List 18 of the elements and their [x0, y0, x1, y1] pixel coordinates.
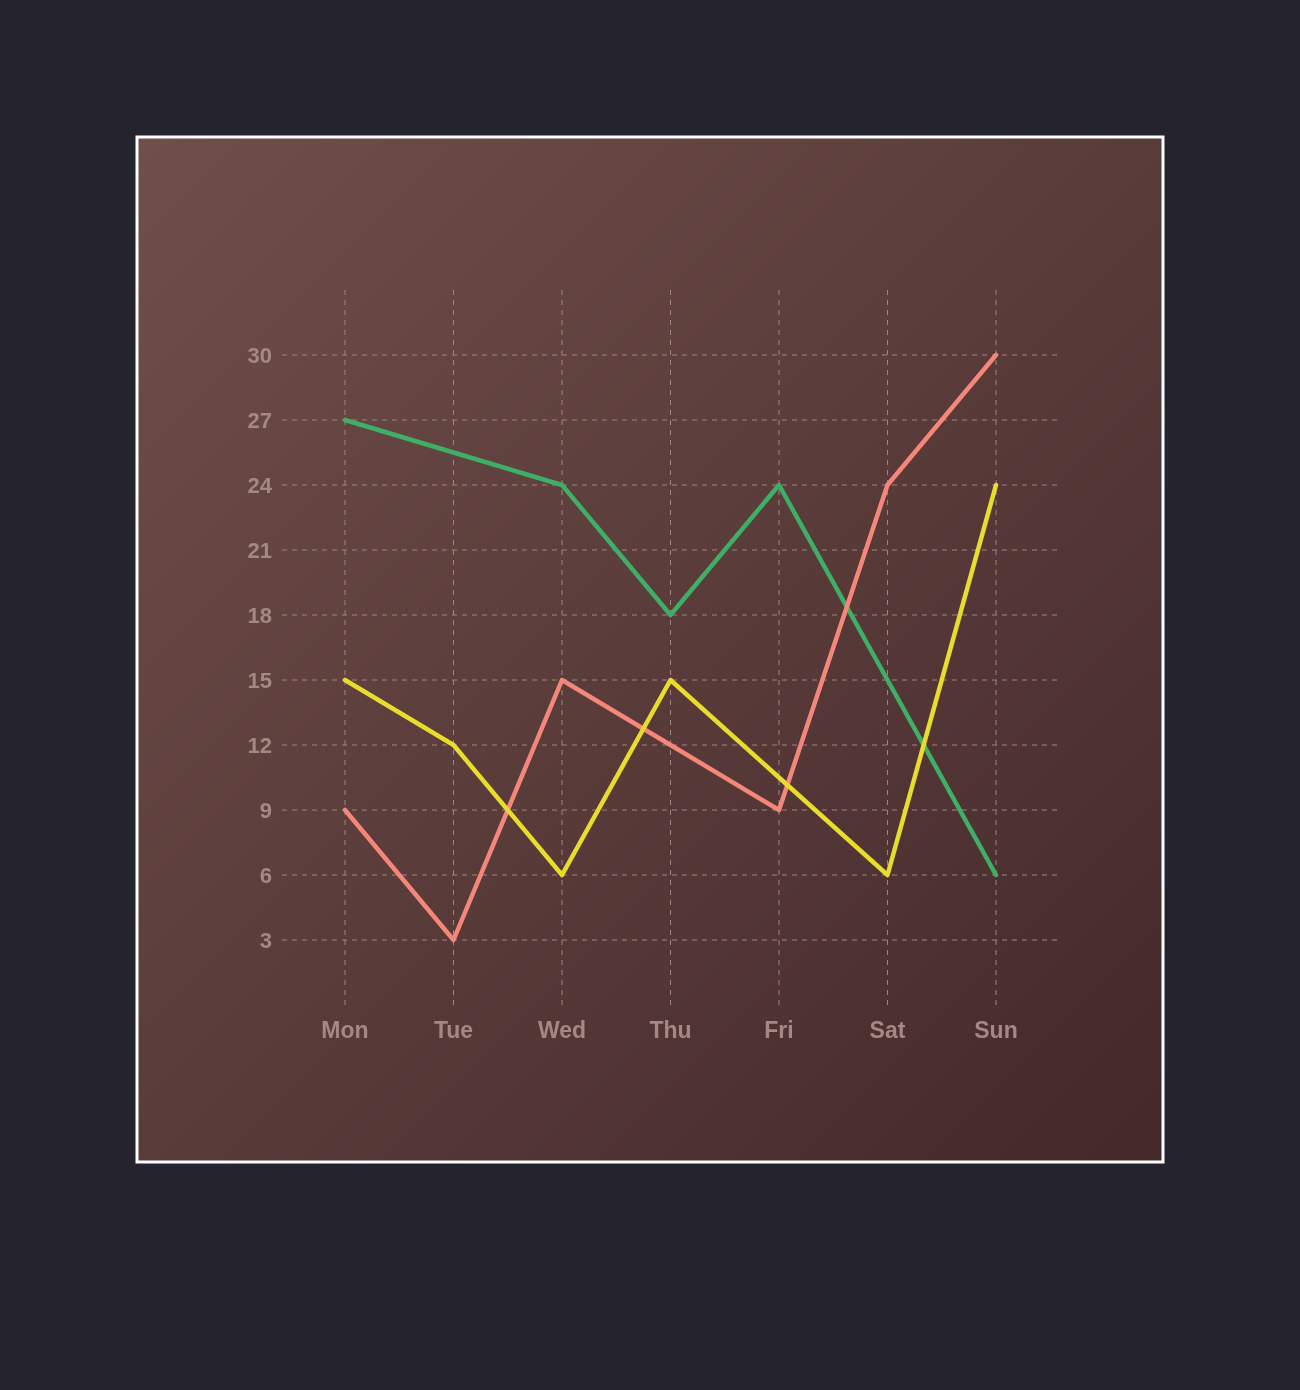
y-tick-label: 12: [247, 732, 272, 758]
y-tick-label: 24: [247, 472, 273, 498]
x-tick-label: Thu: [649, 1017, 692, 1043]
y-tick-label: 27: [247, 407, 272, 433]
y-tick-label: 21: [247, 537, 272, 563]
x-tick-label: Wed: [537, 1017, 587, 1043]
y-tick-label: 30: [247, 342, 272, 368]
x-tick-label: Fri: [764, 1017, 794, 1043]
y-tick-label: 9: [259, 797, 272, 823]
x-tick-label: Tue: [433, 1017, 474, 1043]
y-tick-label: 6: [259, 862, 272, 888]
y-tick-label: 18: [247, 602, 272, 628]
x-tick-label: Sat: [869, 1017, 906, 1043]
line-series: [342, 352, 999, 943]
y-tick-label: 3: [259, 927, 272, 953]
x-tick-label: Sun: [974, 1017, 1018, 1043]
x-tick-label: Mon: [321, 1017, 369, 1043]
y-tick-label: 15: [247, 667, 272, 693]
